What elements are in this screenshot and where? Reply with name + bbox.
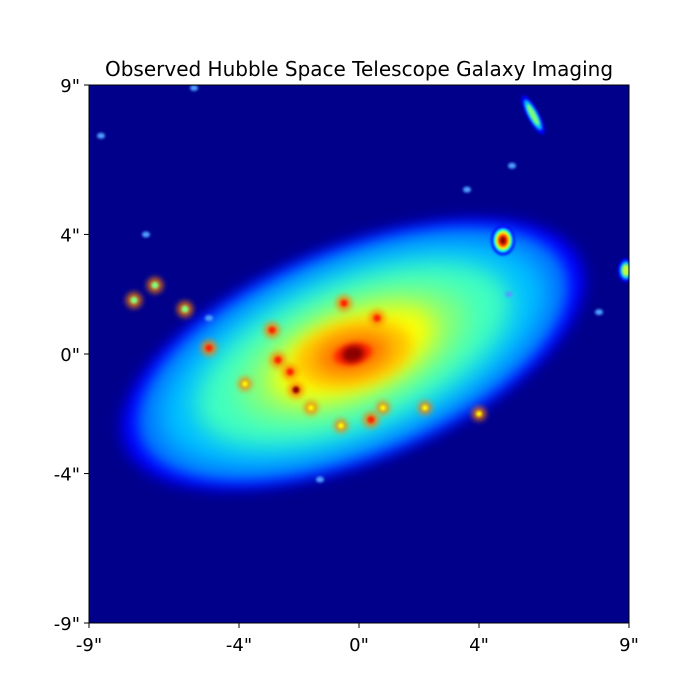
x-axis: -9" -4" 0" 4" 9" <box>76 623 639 656</box>
chart-title: Observed Hubble Space Telescope Galaxy I… <box>105 57 613 81</box>
faint-source <box>97 132 105 139</box>
plot-area <box>89 85 629 623</box>
knot <box>422 405 428 411</box>
faint-source <box>316 476 324 483</box>
knot <box>476 410 482 417</box>
knot <box>151 281 159 289</box>
faint-source <box>505 291 513 298</box>
faint-source <box>190 85 198 91</box>
y-tick-label: -4" <box>54 465 80 486</box>
field-sources <box>97 85 629 483</box>
knot <box>367 416 375 424</box>
knot <box>292 386 300 394</box>
knot <box>308 405 314 411</box>
faint-source <box>142 231 150 238</box>
faint-source <box>463 186 471 193</box>
galaxy-body <box>121 218 585 490</box>
x-tick-label: 0" <box>349 635 369 656</box>
knot <box>286 368 294 376</box>
knot <box>268 326 276 334</box>
edge-source <box>622 264 629 277</box>
faint-source <box>508 162 516 169</box>
y-tick-label: -9" <box>54 614 80 635</box>
knot <box>338 422 344 429</box>
y-tick-label: 4" <box>60 225 80 246</box>
faint-source <box>595 309 603 316</box>
x-tick-label: -9" <box>76 635 102 656</box>
knot <box>274 356 282 364</box>
x-tick-label: 4" <box>469 635 489 656</box>
faint-source <box>205 315 213 322</box>
y-tick-label: 0" <box>60 345 80 366</box>
x-tick-label: 9" <box>619 635 639 656</box>
knot <box>380 405 386 411</box>
y-axis: -9" -4" 0" 4" 9" <box>54 76 89 635</box>
x-tick-label: -4" <box>226 635 252 656</box>
knot <box>242 381 248 387</box>
bright-source <box>500 236 506 245</box>
galaxy-nucleus <box>342 345 364 363</box>
star-forming-knots <box>126 277 486 433</box>
y-tick-label: 9" <box>60 76 80 97</box>
elongated-source <box>526 104 540 126</box>
knot <box>340 299 348 307</box>
knot <box>205 344 213 352</box>
knot <box>181 305 189 313</box>
knot <box>373 314 381 322</box>
knot <box>130 296 138 304</box>
